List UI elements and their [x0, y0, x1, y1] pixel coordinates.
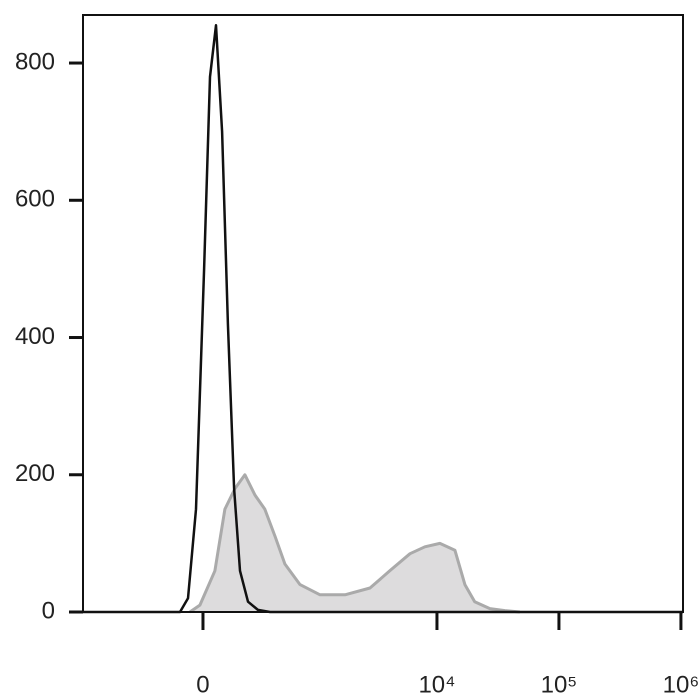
x-tick-label: 10⁴	[418, 671, 455, 698]
series-line	[83, 24, 683, 614]
y-tick-label: 600	[15, 186, 55, 213]
y-tick-label: 0	[42, 597, 55, 624]
x-tick-label: 10⁶	[663, 671, 700, 698]
x-tick-label: 10⁵	[541, 671, 578, 698]
plot-area	[83, 24, 683, 614]
series-area	[189, 474, 520, 612]
y-tick-label: 400	[15, 323, 55, 350]
y-tick-label: 200	[15, 460, 55, 487]
plot-frame	[82, 14, 684, 613]
x-tick-label: 0	[196, 671, 209, 698]
y-tick-label: 800	[15, 48, 55, 75]
